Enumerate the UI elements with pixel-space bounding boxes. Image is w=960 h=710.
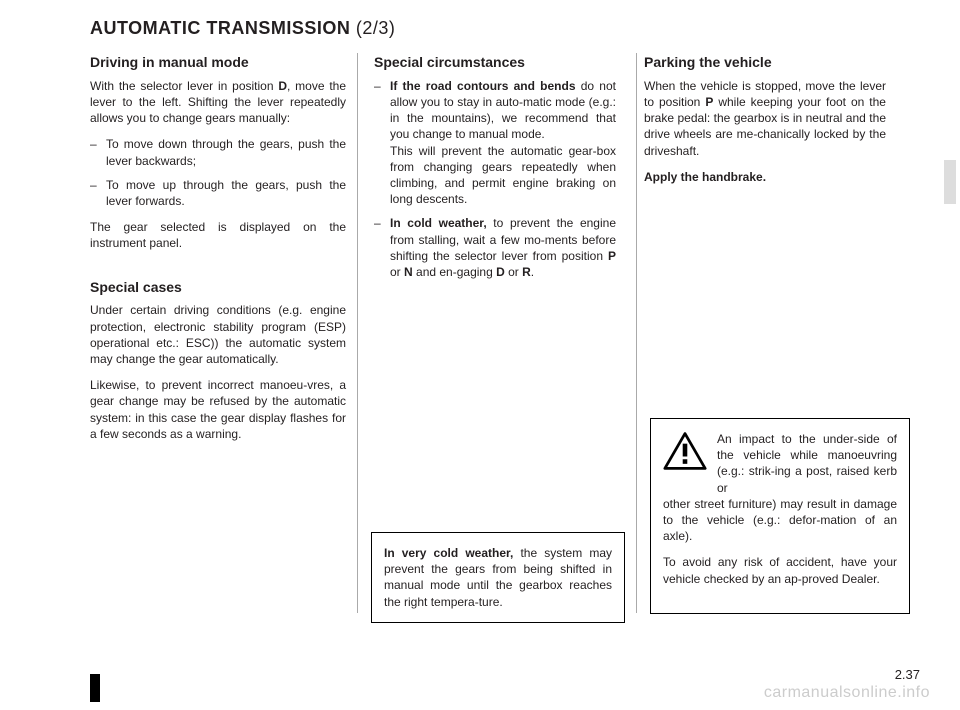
list-manual-gears: To move down through the gears, push the…: [90, 136, 346, 209]
page-title: AUTOMATIC TRANSMISSION (2/3): [90, 18, 920, 39]
warning-text-wrap: An impact to the under-side of the vehic…: [717, 431, 897, 496]
text-bold-n: N: [404, 265, 413, 279]
black-marker: [90, 674, 100, 702]
cold-weather-box: In very cold weather, the system may pre…: [371, 532, 625, 623]
para-manual-intro: With the selector lever in position D, m…: [90, 78, 346, 127]
para-gear-display: The gear selected is displayed on the in…: [90, 219, 346, 251]
watermark: carmanualsonline.info: [764, 684, 930, 702]
para-handbrake: Apply the handbrake.: [644, 169, 886, 185]
warning-paragraph-2: To avoid any risk of accident, have your…: [663, 554, 897, 586]
list-circumstances: If the road contours and bends do not al…: [374, 78, 616, 280]
list-item: To move down through the gears, push the…: [90, 136, 346, 168]
text-fragment: or: [505, 265, 522, 279]
manual-page: AUTOMATIC TRANSMISSION (2/3) Driving in …: [0, 0, 960, 710]
text-fragment: .: [531, 265, 534, 279]
side-tab: [944, 160, 956, 204]
heading-parking: Parking the vehicle: [644, 53, 886, 72]
list-item: In cold weather, to prevent the engine f…: [374, 215, 616, 280]
text-bold-r: R: [522, 265, 531, 279]
warning-box: An impact to the under-side of the vehic…: [650, 418, 910, 614]
text-bold-d: D: [278, 79, 287, 93]
text-fragment: and en-gaging: [413, 265, 496, 279]
heading-manual-mode: Driving in manual mode: [90, 53, 346, 72]
text-fragment: With the selector lever in position: [90, 79, 278, 93]
title-main: AUTOMATIC TRANSMISSION: [90, 18, 356, 38]
text-bold-d: D: [496, 265, 505, 279]
warning-icon: [663, 431, 707, 496]
para-special-1: Under certain driving conditions (e.g. e…: [90, 302, 346, 367]
text-bold-p: P: [608, 249, 616, 263]
warning-paragraph-1: An impact to the under-side of the vehic…: [717, 432, 897, 495]
column-1: Driving in manual mode With the selector…: [90, 53, 360, 452]
list-item: If the road contours and bends do not al…: [374, 78, 616, 208]
column-3: Parking the vehicle When the vehicle is …: [630, 53, 900, 452]
warning-row: An impact to the under-side of the vehic…: [663, 431, 897, 496]
warning-paragraph-1-cont: other street furniture) may result in da…: [663, 496, 897, 545]
para-special-2: Likewise, to prevent incorrect manoeu-vr…: [90, 377, 346, 442]
text-fragment: This will prevent the automatic gear-box…: [390, 144, 616, 207]
content-columns: Driving in manual mode With the selector…: [90, 53, 920, 452]
page-number: 2.37: [895, 667, 920, 682]
heading-special-cases: Special cases: [90, 278, 346, 297]
para-parking: When the vehicle is stopped, move the le…: [644, 78, 886, 159]
text-bold: In very cold weather,: [384, 546, 513, 560]
text-fragment: or: [390, 265, 404, 279]
list-item: To move up through the gears, push the l…: [90, 177, 346, 209]
column-2: Special circumstances If the road contou…: [360, 53, 630, 452]
heading-circumstances: Special circumstances: [374, 53, 616, 72]
text-bold: If the road contours and bends: [390, 79, 576, 93]
title-part: (2/3): [356, 18, 396, 38]
text-bold: In cold weather,: [390, 216, 487, 230]
